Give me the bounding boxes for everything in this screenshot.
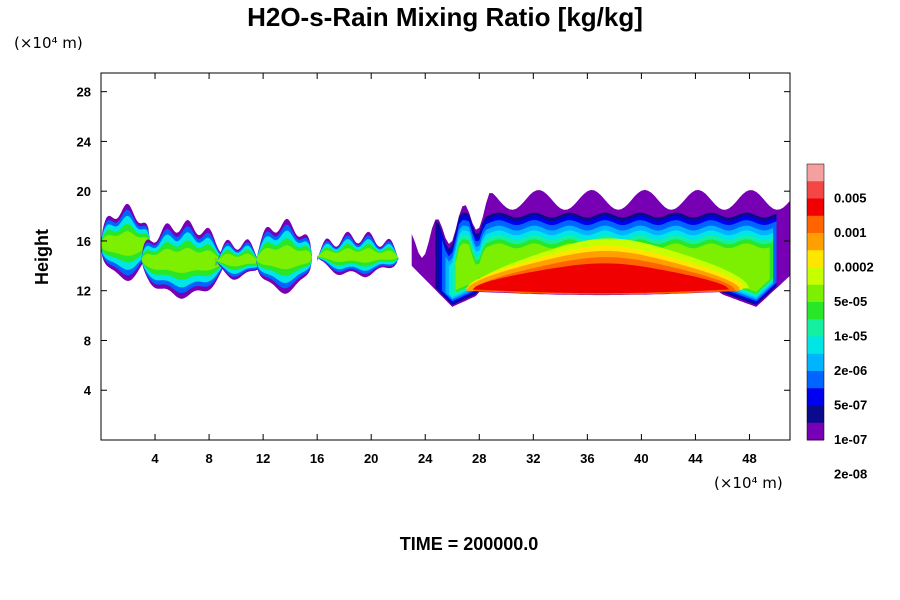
y-tick-label: 4 [84,383,92,398]
y-axis: 4 8 12 16 20 24 28 [77,85,790,398]
x-tick-label: 16 [310,451,324,466]
plot-frame [100,72,791,441]
y-axis-unit-label: (×10⁴ m) [14,34,83,52]
x-axis-unit-label: (×10⁴ m) [714,474,783,492]
y-tick-label: 20 [77,184,91,199]
colorbar-label: 1e-07 [834,432,867,447]
y-tick-label: 24 [77,134,92,149]
colorbar-label: 2e-06 [834,363,867,378]
y-axis-label: Height [32,229,52,285]
colorbar-swatch [807,371,824,389]
y-tick-label: 28 [77,85,91,100]
field-contour [101,231,150,256]
colorbar-swatch [807,164,824,182]
field-contour [317,248,399,263]
x-tick-label: 28 [472,451,486,466]
field-contour [215,253,261,267]
x-tick-label: 40 [634,451,648,466]
chart-title: H2O-s-Rain Mixing Ratio [kg/kg] [247,2,643,32]
x-tick-label: 8 [205,451,212,466]
colorbar-swatch [807,405,824,424]
x-tick-label: 20 [364,451,378,466]
colorbar-swatch [807,302,824,320]
colorbar-swatch [807,181,824,199]
colorbar-label: 5e-05 [834,294,867,309]
x-tick-label: 36 [580,451,594,466]
colorbar-label: 5e-07 [834,398,867,413]
colorbar-swatch [807,250,824,268]
colorbar: 0.005 0.001 0.0002 5e-05 1e-05 2e-06 5e-07 1e-0… [806,163,874,482]
field-contour [141,247,226,273]
colorbar-swatch [807,422,824,441]
colorbar-swatch [807,284,824,303]
x-tick-label: 4 [151,451,159,466]
colorbar-swatch [807,215,824,234]
time-label: TIME = 200000.0 [400,534,539,554]
x-tick-label: 44 [688,451,703,466]
x-tick-label: 48 [742,451,756,466]
y-tick-label: 8 [84,333,91,348]
colorbar-label: 2e-08 [834,467,867,482]
rain-field [101,189,790,307]
colorbar-swatch [807,353,824,372]
y-tick-label: 12 [77,284,91,299]
colorbar-label: 0.0002 [834,260,874,275]
x-tick-label: 32 [526,451,540,466]
field-contour [256,245,312,270]
field-contour [472,263,730,294]
x-tick-label: 12 [256,451,270,466]
colorbar-label: 0.001 [834,225,867,240]
x-axis: 4 8 12 16 20 24 28 32 36 40 44 48 [151,73,757,466]
colorbar-swatch [807,267,824,286]
y-tick-label: 16 [77,234,91,249]
colorbar-label: 1e-05 [834,329,867,344]
x-tick-label: 24 [418,451,433,466]
colorbar-swatch [807,319,824,337]
colorbar-swatch [807,388,824,406]
colorbar-swatch [807,233,824,251]
colorbar-frame [806,163,825,441]
colorbar-swatch [807,198,824,217]
colorbar-swatch [807,336,824,355]
colorbar-label: 0.005 [834,191,867,206]
